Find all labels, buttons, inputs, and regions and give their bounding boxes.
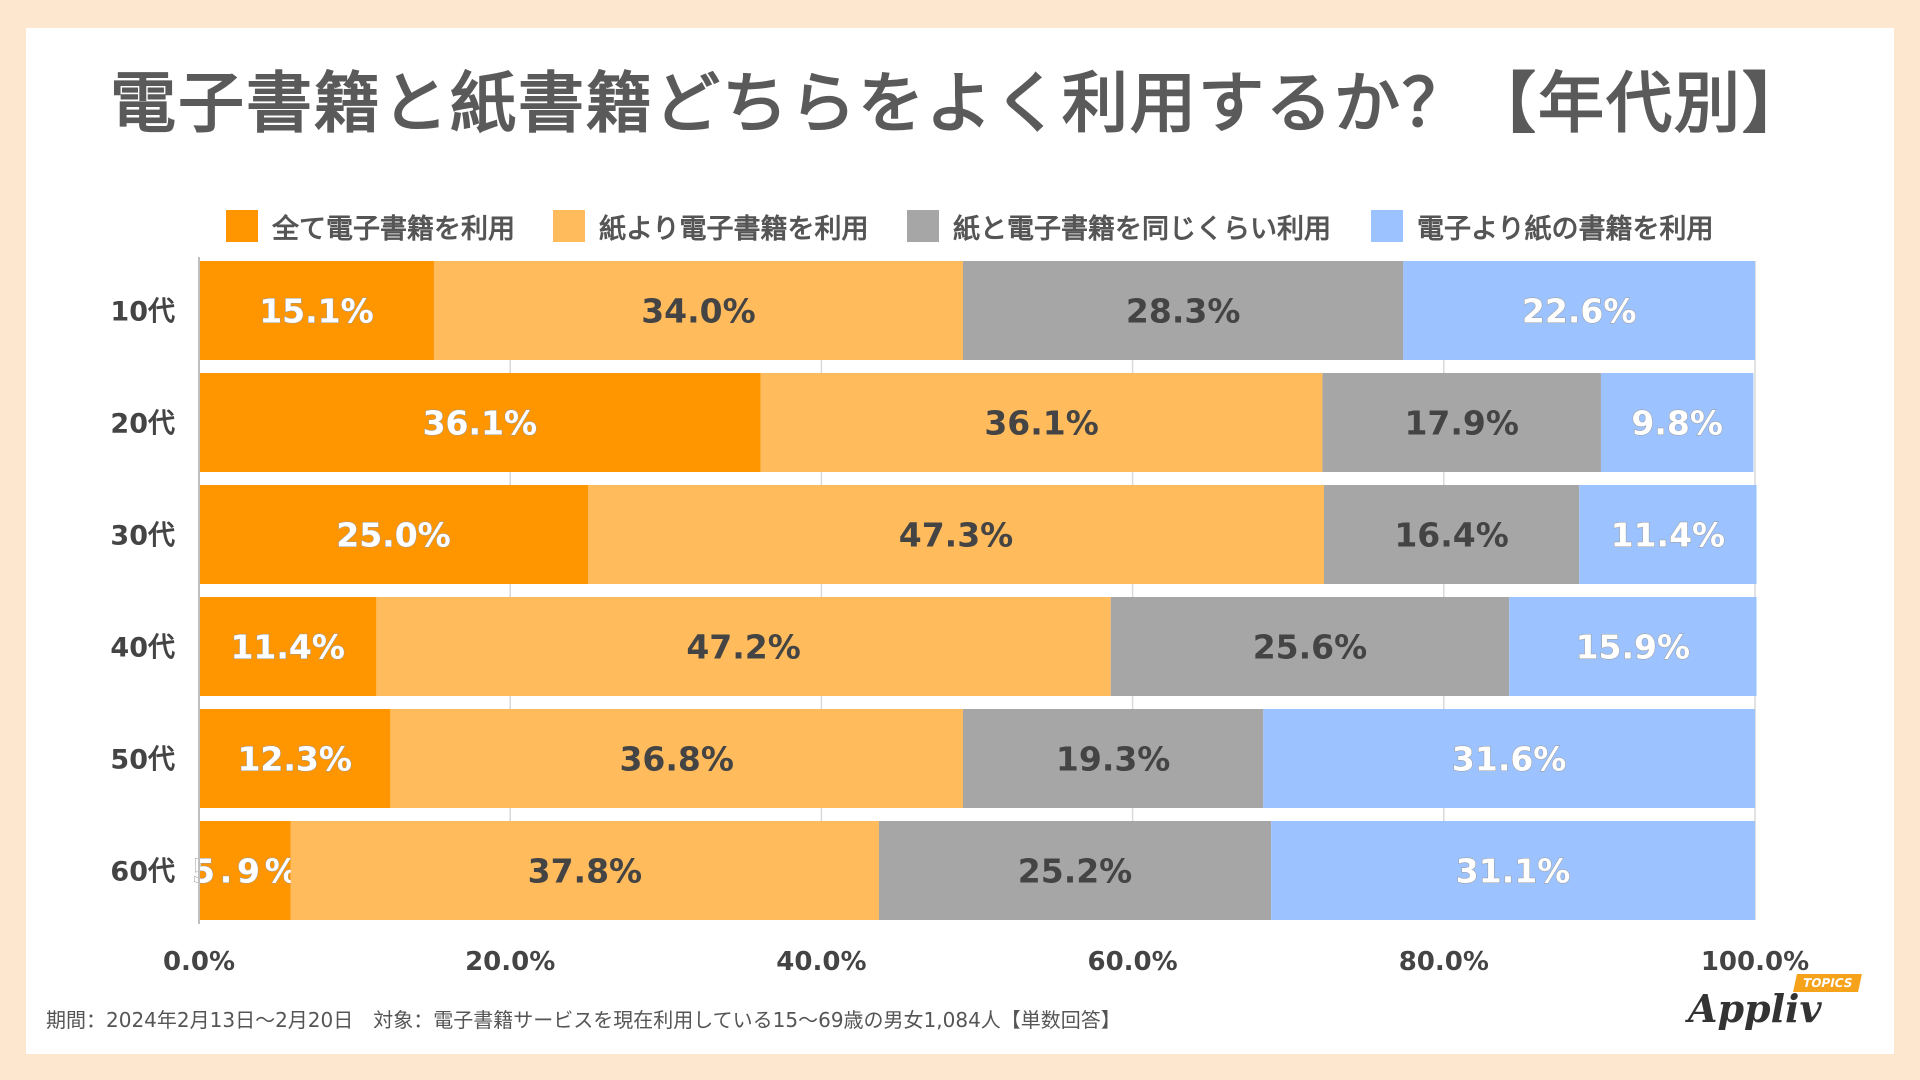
- bar-segment: [588, 485, 1324, 584]
- data-label: 22.6%: [1522, 292, 1637, 331]
- logo-badge: TOPICS: [1793, 974, 1863, 992]
- legend-swatch: [553, 210, 585, 242]
- bar-segment: [199, 709, 391, 808]
- bar-segment: [199, 485, 588, 584]
- data-label: 11.4%: [1611, 516, 1726, 555]
- x-tick-label: 80.0%: [1399, 947, 1489, 977]
- x-tick-label: 20.0%: [465, 947, 555, 977]
- bar-segment: [1263, 709, 1755, 808]
- data-label: 28.3%: [1126, 292, 1241, 331]
- bar-segment: [878, 821, 1272, 920]
- bar-segment: [199, 373, 761, 472]
- data-label: 25.6%: [1253, 628, 1368, 667]
- legend-item-mostly-paper: 電子より紙の書籍を利用: [1371, 206, 1713, 246]
- data-label: 12.3%: [237, 740, 352, 779]
- data-label: 9.8%: [1631, 404, 1723, 443]
- legend: 全て電子書籍を利用 紙より電子書籍を利用 紙と電子書籍を同じくらい利用 電子より…: [0, 206, 1920, 246]
- data-label: 47.3%: [899, 516, 1014, 555]
- data-label: 36.1%: [423, 404, 538, 443]
- data-label: 25.0%: [336, 516, 451, 555]
- category-label: 40代: [110, 633, 175, 664]
- bar-segment: [376, 597, 1111, 696]
- bar-segment: [760, 373, 1323, 472]
- bar-segment: [433, 261, 963, 360]
- data-label: 17.9%: [1404, 404, 1519, 443]
- data-label: 37.8%: [528, 852, 643, 891]
- legend-swatch: [1371, 210, 1403, 242]
- bar-segment: [962, 261, 1404, 360]
- bar-segment: [199, 821, 291, 920]
- category-label: 20代: [110, 409, 175, 440]
- chart-title: 電子書籍と紙書籍どちらをよく利用するか？【年代別】: [110, 65, 1810, 142]
- legend-swatch: [907, 210, 939, 242]
- data-label: 11.4%: [230, 628, 345, 667]
- legend-item-mostly-digital: 紙より電子書籍を利用: [553, 206, 868, 246]
- x-tick-label: 60.0%: [1087, 947, 1177, 977]
- bar-segment: [290, 821, 879, 920]
- bar-segment: [1271, 821, 1755, 920]
- legend-label: 紙と電子書籍を同じくらい利用: [953, 213, 1331, 245]
- data-label: 47.2%: [686, 628, 801, 667]
- applivtopics-logo: Appliv TOPICS: [1688, 974, 1868, 1034]
- bar-segment: [1600, 373, 1754, 472]
- bar-segment: [390, 709, 963, 808]
- data-label: 25.2%: [1018, 852, 1133, 891]
- legend-label: 電子より紙の書籍を利用: [1417, 213, 1714, 245]
- data-label: 36.1%: [984, 404, 1099, 443]
- legend-swatch: [226, 210, 258, 242]
- data-label: 5.9%: [192, 852, 298, 891]
- data-label: 16.4%: [1394, 516, 1509, 555]
- bar-segment: [199, 261, 434, 360]
- category-label: 30代: [110, 521, 175, 552]
- footnote: 期間：2024年2月13日～2月20日 対象：電子書籍サービスを現在利用している…: [46, 1008, 1121, 1032]
- bar-segment: [199, 597, 377, 696]
- legend-item-all-digital: 全て電子書籍を利用: [226, 206, 515, 246]
- category-label: 50代: [110, 745, 175, 776]
- bar-segment: [1322, 373, 1601, 472]
- legend-item-equal: 紙と電子書籍を同じくらい利用: [907, 206, 1331, 246]
- data-label: 31.6%: [1452, 740, 1567, 779]
- data-label: 36.8%: [619, 740, 734, 779]
- bar-segment: [1323, 485, 1580, 584]
- bar-segment: [1110, 597, 1510, 696]
- bar-segment: [1579, 485, 1757, 584]
- legend-label: 紙より電子書籍を利用: [599, 213, 869, 245]
- bar-segment: [1403, 261, 1755, 360]
- data-label: 19.3%: [1056, 740, 1171, 779]
- x-tick-label: 100.0%: [1701, 947, 1809, 977]
- x-tick-label: 40.0%: [776, 947, 866, 977]
- logo-text: Appliv: [1688, 986, 1822, 1031]
- x-tick-label: 0.0%: [163, 947, 235, 977]
- data-label: 15.1%: [259, 292, 374, 331]
- data-label: 15.9%: [1576, 628, 1691, 667]
- category-label: 60代: [110, 857, 175, 888]
- legend-label: 全て電子書籍を利用: [272, 213, 515, 245]
- category-label: 10代: [110, 297, 175, 328]
- bar-segment: [962, 709, 1264, 808]
- data-label: 34.0%: [641, 292, 756, 331]
- bar-segment: [1509, 597, 1757, 696]
- data-label: 31.1%: [1456, 852, 1571, 891]
